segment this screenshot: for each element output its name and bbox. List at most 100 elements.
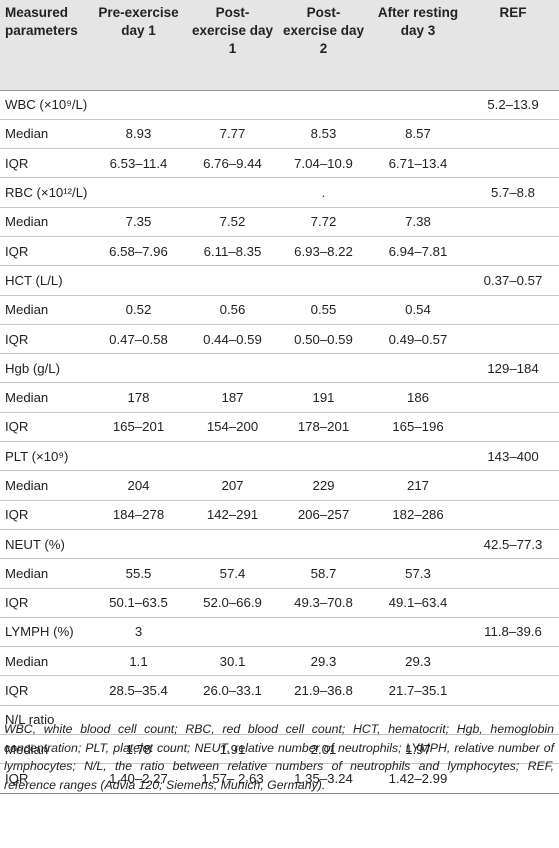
post-exercise-day2-cell: 21.9–36.8 bbox=[278, 675, 369, 706]
after-resting-day3-cell bbox=[369, 529, 467, 560]
post-exercise-day1-cell: 30.1 bbox=[187, 646, 278, 677]
table-row: IQR 50.1–63.5 52.0–66.9 49.3–70.8 49.1–63.4 bbox=[0, 588, 559, 618]
post-exercise-day2-cell bbox=[278, 265, 369, 296]
table-row: IQR 1.40–2.27 1.57– 2.63 1.35–3.24 1.42–2.99 bbox=[0, 763, 559, 794]
ref-cell bbox=[467, 558, 559, 589]
table-row: Median 0.52 0.56 0.55 0.54 bbox=[0, 295, 559, 325]
table-row: Hgb (g/L) 129–184 bbox=[0, 353, 559, 384]
post-exercise-day2-cell: . bbox=[278, 177, 369, 208]
post-exercise-day2-cell: 178–201 bbox=[278, 412, 369, 443]
post-exercise-day2-cell: 49.3–70.8 bbox=[278, 588, 369, 618]
post-exercise-day1-cell: 6.76–9.44 bbox=[187, 148, 278, 179]
ref-cell bbox=[467, 646, 559, 677]
pre-exercise-day1-cell: 6.53–11.4 bbox=[90, 148, 187, 179]
pre-exercise-day1-cell: 0.47–0.58 bbox=[90, 324, 187, 355]
after-resting-day3-cell: 186 bbox=[369, 382, 467, 413]
post-exercise-day1-cell: 187 bbox=[187, 382, 278, 413]
post-exercise-day1-cell bbox=[187, 705, 278, 736]
after-resting-day3-cell: 0.49–0.57 bbox=[369, 324, 467, 355]
ref-cell bbox=[467, 763, 559, 794]
post-exercise-day2-cell: 229 bbox=[278, 470, 369, 501]
after-resting-day3-cell: 1.42–2.99 bbox=[369, 763, 467, 794]
header-row: Measured parameters Pre-exercise day 1 P… bbox=[0, 0, 559, 91]
post-exercise-day2-cell: 8.53 bbox=[278, 119, 369, 150]
ref-cell bbox=[467, 119, 559, 150]
after-resting-day3-cell: 0.54 bbox=[369, 295, 467, 325]
table-row: WBC (×10⁹/L) 5.2–13.9 bbox=[0, 90, 559, 120]
table-row: Median 178 187 191 186 bbox=[0, 382, 559, 413]
after-resting-day3-cell bbox=[369, 353, 467, 384]
pre-exercise-day1-cell: 204 bbox=[90, 470, 187, 501]
parameter-cell: IQR bbox=[0, 412, 90, 443]
post-exercise-day2-cell: 2.01 bbox=[278, 734, 369, 765]
ref-cell bbox=[467, 588, 559, 618]
parameter-cell: HCT (L/L) bbox=[0, 265, 90, 296]
post-exercise-day1-cell bbox=[187, 441, 278, 472]
parameter-cell: Median bbox=[0, 295, 90, 325]
after-resting-day3-cell: 217 bbox=[369, 470, 467, 501]
post-exercise-day2-cell: 7.04–10.9 bbox=[278, 148, 369, 179]
header-after-resting-day3: After resting day 3 bbox=[369, 0, 467, 91]
post-exercise-day1-cell bbox=[187, 529, 278, 560]
table-row: IQR 28.5–35.4 26.0–33.1 21.9–36.8 21.7–35.1 bbox=[0, 675, 559, 706]
post-exercise-day1-cell bbox=[187, 353, 278, 384]
pre-exercise-day1-cell: 50.1–63.5 bbox=[90, 588, 187, 618]
parameter-cell: IQR bbox=[0, 588, 90, 618]
results-table: Measured parameters Pre-exercise day 1 P… bbox=[0, 0, 559, 794]
ref-cell bbox=[467, 734, 559, 765]
after-resting-day3-cell: 6.94–7.81 bbox=[369, 236, 467, 267]
pre-exercise-day1-cell bbox=[90, 705, 187, 736]
pre-exercise-day1-cell bbox=[90, 177, 187, 208]
ref-cell bbox=[467, 324, 559, 355]
post-exercise-day2-cell bbox=[278, 441, 369, 472]
post-exercise-day1-cell: 0.56 bbox=[187, 295, 278, 325]
pre-exercise-day1-cell bbox=[90, 90, 187, 120]
post-exercise-day2-cell: 29.3 bbox=[278, 646, 369, 677]
pre-exercise-day1-cell: 7.35 bbox=[90, 207, 187, 237]
post-exercise-day2-cell bbox=[278, 90, 369, 120]
post-exercise-day1-cell bbox=[187, 90, 278, 120]
table-row: IQR 0.47–0.58 0.44–0.59 0.50–0.59 0.49–0.57 bbox=[0, 324, 559, 355]
post-exercise-day2-cell bbox=[278, 705, 369, 736]
parameter-cell: Median bbox=[0, 734, 90, 765]
table-footnote: WBC, white blood cell count; RBC, red bl… bbox=[4, 722, 554, 792]
header-post-exercise-day1: Post-exercise day 1 bbox=[187, 0, 278, 91]
table-row: HCT (L/L) 0.37–0.57 bbox=[0, 265, 559, 296]
ref-cell bbox=[467, 236, 559, 267]
table-body: WBC (×10⁹/L) 5.2–13.9 Median 8.93 7.77 8.53 8.… bbox=[0, 90, 559, 794]
parameter-cell: N/L ratio bbox=[0, 705, 90, 736]
table-row: IQR 165–201 154–200 178–201 165–196 bbox=[0, 412, 559, 443]
header-pre-exercise-day1: Pre-exercise day 1 bbox=[90, 0, 187, 91]
post-exercise-day2-cell: 0.55 bbox=[278, 295, 369, 325]
ref-cell bbox=[467, 412, 559, 443]
post-exercise-day2-cell: 6.93–8.22 bbox=[278, 236, 369, 267]
parameter-cell: PLT (×10⁹) bbox=[0, 441, 90, 472]
after-resting-day3-cell: 29.3 bbox=[369, 646, 467, 677]
table-row: NEUT (%) 42.5–77.3 bbox=[0, 529, 559, 560]
ref-cell bbox=[467, 207, 559, 237]
after-resting-day3-cell: 57.3 bbox=[369, 558, 467, 589]
pre-exercise-day1-cell: 28.5–35.4 bbox=[90, 675, 187, 706]
ref-cell bbox=[467, 148, 559, 179]
parameter-cell: IQR bbox=[0, 500, 90, 530]
post-exercise-day1-cell: 154–200 bbox=[187, 412, 278, 443]
pre-exercise-day1-cell: 1.78 bbox=[90, 734, 187, 765]
pre-exercise-day1-cell bbox=[90, 529, 187, 560]
parameter-cell: Median bbox=[0, 207, 90, 237]
pre-exercise-day1-cell: 178 bbox=[90, 382, 187, 413]
pre-exercise-day1-cell: 165–201 bbox=[90, 412, 187, 443]
post-exercise-day1-cell: 6.11–8.35 bbox=[187, 236, 278, 267]
post-exercise-day2-cell: 1.35–3.24 bbox=[278, 763, 369, 794]
table-row: IQR 6.53–11.4 6.76–9.44 7.04–10.9 6.71–13.4 bbox=[0, 148, 559, 179]
table-header: Measured parameters Pre-exercise day 1 P… bbox=[0, 0, 559, 91]
ref-cell bbox=[467, 295, 559, 325]
table-row: Median 8.93 7.77 8.53 8.57 bbox=[0, 119, 559, 150]
pre-exercise-day1-cell bbox=[90, 265, 187, 296]
table-row: IQR 184–278 142–291 206–257 182–286 bbox=[0, 500, 559, 530]
post-exercise-day1-cell: 7.52 bbox=[187, 207, 278, 237]
post-exercise-day2-cell: 7.72 bbox=[278, 207, 369, 237]
table-row: N/L ratio bbox=[0, 705, 559, 736]
table-row: Median 1.78 1.91 2.01 1.97 bbox=[0, 734, 559, 765]
pre-exercise-day1-cell bbox=[90, 441, 187, 472]
header-post-exercise-day2: Post-exercise day 2 bbox=[278, 0, 369, 91]
